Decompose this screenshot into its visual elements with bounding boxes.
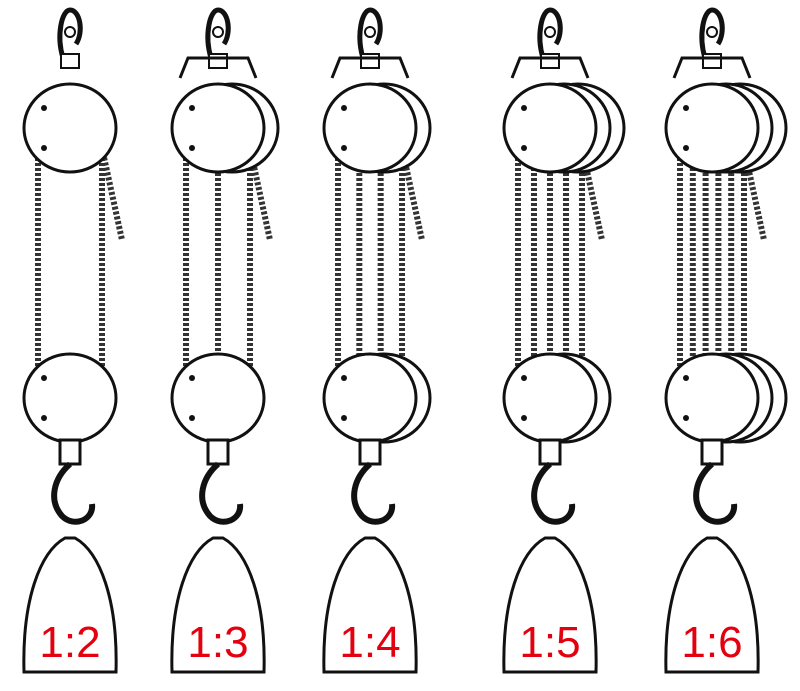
- sheave: [170, 82, 266, 174]
- weight-icon: [322, 536, 418, 674]
- top-frame: [672, 56, 752, 79]
- ratio-label: 1:6: [681, 618, 742, 667]
- top-hook-icon: [57, 7, 83, 69]
- weight-icon: [170, 536, 266, 674]
- sheave: [664, 82, 760, 174]
- sheave: [664, 352, 760, 444]
- sheave: [22, 352, 118, 444]
- top-frame: [178, 56, 258, 79]
- top-pulley-icon: [502, 82, 626, 174]
- rope-icon: [183, 147, 273, 378]
- sheave: [170, 352, 266, 444]
- rope-icon: [35, 147, 125, 378]
- tackle-1-5: 1:5: [502, 7, 626, 674]
- ratio-label: 1:2: [39, 618, 100, 667]
- ratio-label: 1:3: [187, 618, 248, 667]
- weight-icon: [664, 536, 760, 674]
- tackle-1-4: 1:4: [322, 7, 432, 674]
- sheave: [502, 352, 598, 444]
- rope-icon: [335, 147, 425, 378]
- top-frame: [510, 56, 590, 79]
- sheave: [502, 82, 598, 174]
- weight-icon: [502, 536, 598, 674]
- bottom-pulley-icon: [170, 352, 266, 444]
- bottom-pulley-icon: [502, 352, 612, 444]
- tackle-1-2: 1:2: [22, 7, 125, 674]
- hook-icon: [351, 438, 396, 525]
- top-pulley-icon: [22, 82, 118, 174]
- bottom-pulley-icon: [322, 352, 432, 444]
- hook-icon: [51, 438, 96, 525]
- hook-icon: [693, 438, 738, 525]
- hook-icon: [531, 438, 576, 525]
- hauling-rope: [99, 147, 125, 241]
- bottom-pulley-icon: [22, 352, 118, 444]
- rope-icon: [677, 147, 767, 378]
- top-pulley-icon: [664, 82, 788, 174]
- sheave: [322, 82, 418, 174]
- bottom-pulley-icon: [664, 352, 788, 444]
- top-pulley-icon: [170, 82, 280, 174]
- sheave: [22, 82, 118, 174]
- sheave: [322, 352, 418, 444]
- tackle-1-6: 1:6: [664, 7, 788, 674]
- weight-icon: [22, 536, 118, 674]
- tackle-1-3: 1:3: [170, 7, 280, 674]
- ratio-label: 1:4: [339, 618, 400, 667]
- top-hook-icon: [357, 7, 383, 69]
- hook-icon: [199, 438, 244, 525]
- ratio-label: 1:5: [519, 618, 580, 667]
- rope-icon: [515, 147, 605, 378]
- top-pulley-icon: [322, 82, 432, 174]
- top-frame: [330, 56, 410, 79]
